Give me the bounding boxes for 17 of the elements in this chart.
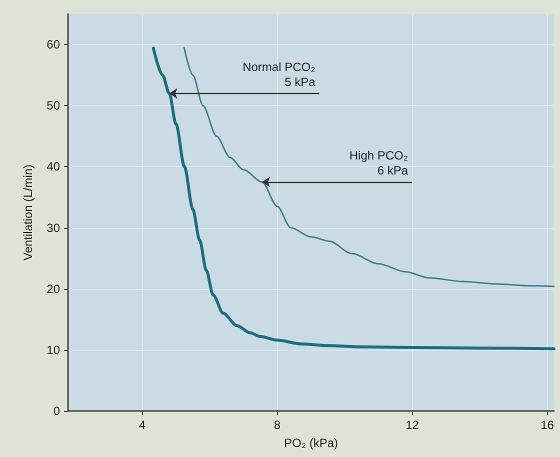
x-tick-label: 8 — [274, 418, 281, 432]
y-tick-label: 0 — [53, 404, 60, 418]
line-series — [152, 46, 556, 350]
y-axis-title: Ventilation (L/min) — [21, 164, 35, 261]
x-tick-label: 16 — [540, 418, 554, 432]
x-tick-label: 12 — [406, 418, 420, 432]
annotation: Normal PCO₂ 5 kPa — [242, 60, 316, 89]
annotation: High PCO₂ 6 kPa — [349, 148, 408, 178]
y-tick-label: 40 — [46, 160, 60, 174]
y-tick-label: 60 — [46, 38, 60, 52]
x-axis-title: PO₂ (kPa) — [284, 436, 338, 450]
x-tick-label: 4 — [138, 418, 146, 432]
y-tick-label: 30 — [46, 220, 60, 235]
y-tick-label: 10 — [46, 342, 60, 357]
y-tick-label: 50 — [46, 98, 60, 113]
line-series — [183, 46, 555, 288]
y-tick-label: 20 — [46, 282, 60, 296]
